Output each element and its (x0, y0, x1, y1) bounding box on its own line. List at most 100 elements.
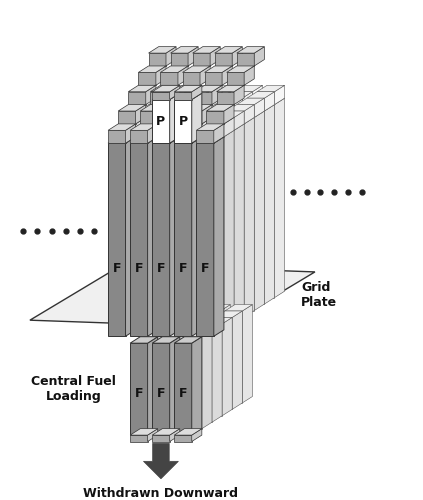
Polygon shape (242, 304, 253, 403)
Text: Grid
Plate: Grid Plate (301, 281, 337, 309)
Polygon shape (173, 111, 200, 117)
Polygon shape (224, 118, 234, 137)
Polygon shape (190, 86, 200, 104)
Polygon shape (160, 324, 178, 416)
Polygon shape (136, 104, 146, 124)
Polygon shape (254, 111, 264, 310)
Polygon shape (108, 137, 136, 143)
Polygon shape (174, 435, 192, 442)
Polygon shape (160, 104, 188, 111)
Polygon shape (195, 92, 212, 104)
Polygon shape (257, 98, 285, 104)
Polygon shape (178, 66, 188, 86)
Polygon shape (244, 118, 254, 317)
Polygon shape (183, 66, 210, 72)
Polygon shape (178, 318, 188, 416)
Polygon shape (148, 46, 176, 53)
Polygon shape (160, 72, 178, 86)
Polygon shape (232, 111, 242, 310)
Polygon shape (168, 324, 178, 422)
Polygon shape (156, 66, 166, 86)
Polygon shape (183, 324, 200, 416)
Polygon shape (191, 86, 218, 91)
Polygon shape (217, 86, 244, 91)
Polygon shape (213, 98, 240, 104)
Polygon shape (152, 343, 170, 435)
Polygon shape (225, 304, 253, 311)
Polygon shape (152, 336, 180, 343)
Polygon shape (215, 318, 232, 410)
Polygon shape (158, 118, 168, 137)
Polygon shape (159, 92, 186, 98)
Polygon shape (232, 46, 242, 66)
Polygon shape (138, 111, 156, 124)
Polygon shape (152, 86, 180, 92)
Polygon shape (210, 111, 220, 310)
Polygon shape (244, 66, 254, 86)
Polygon shape (222, 118, 232, 317)
Polygon shape (206, 124, 224, 137)
Polygon shape (192, 86, 202, 100)
Polygon shape (215, 98, 242, 104)
Text: F: F (179, 262, 187, 275)
Polygon shape (118, 137, 136, 330)
Polygon shape (196, 143, 214, 336)
Polygon shape (169, 98, 196, 104)
Polygon shape (205, 118, 232, 124)
Polygon shape (156, 118, 166, 317)
Polygon shape (206, 137, 224, 330)
Polygon shape (202, 130, 212, 330)
Polygon shape (148, 137, 158, 336)
Polygon shape (214, 124, 224, 143)
Polygon shape (205, 66, 232, 72)
Polygon shape (192, 93, 202, 143)
Polygon shape (150, 324, 178, 330)
Polygon shape (162, 336, 180, 428)
Text: P: P (179, 115, 187, 128)
Polygon shape (170, 111, 198, 117)
Polygon shape (159, 98, 176, 111)
Polygon shape (136, 118, 146, 137)
Polygon shape (195, 111, 222, 117)
Polygon shape (234, 111, 244, 130)
Polygon shape (178, 118, 188, 317)
Polygon shape (130, 428, 158, 435)
Polygon shape (173, 124, 200, 130)
Polygon shape (170, 86, 180, 100)
Polygon shape (130, 336, 158, 343)
Polygon shape (130, 137, 158, 143)
Polygon shape (264, 104, 275, 304)
Polygon shape (186, 86, 196, 104)
Polygon shape (195, 86, 222, 91)
Polygon shape (188, 98, 198, 117)
Polygon shape (214, 137, 224, 336)
Polygon shape (217, 130, 234, 324)
Polygon shape (275, 98, 285, 298)
Polygon shape (168, 86, 178, 104)
Polygon shape (128, 130, 146, 324)
Polygon shape (160, 124, 178, 317)
Polygon shape (148, 53, 166, 66)
Polygon shape (173, 86, 200, 91)
Polygon shape (162, 137, 180, 330)
Polygon shape (222, 318, 232, 416)
Polygon shape (220, 104, 231, 304)
Polygon shape (212, 124, 222, 324)
Polygon shape (170, 98, 198, 104)
Polygon shape (170, 53, 188, 66)
Polygon shape (190, 124, 200, 324)
Polygon shape (212, 86, 222, 104)
Polygon shape (188, 46, 198, 66)
Polygon shape (210, 98, 220, 117)
Text: F: F (157, 387, 165, 400)
Polygon shape (215, 111, 242, 117)
Polygon shape (224, 130, 234, 330)
Polygon shape (203, 111, 220, 304)
Polygon shape (203, 104, 231, 111)
Polygon shape (146, 86, 156, 104)
Polygon shape (173, 324, 200, 330)
Polygon shape (237, 111, 264, 117)
Polygon shape (200, 318, 210, 416)
Polygon shape (152, 137, 180, 143)
Polygon shape (158, 330, 168, 428)
